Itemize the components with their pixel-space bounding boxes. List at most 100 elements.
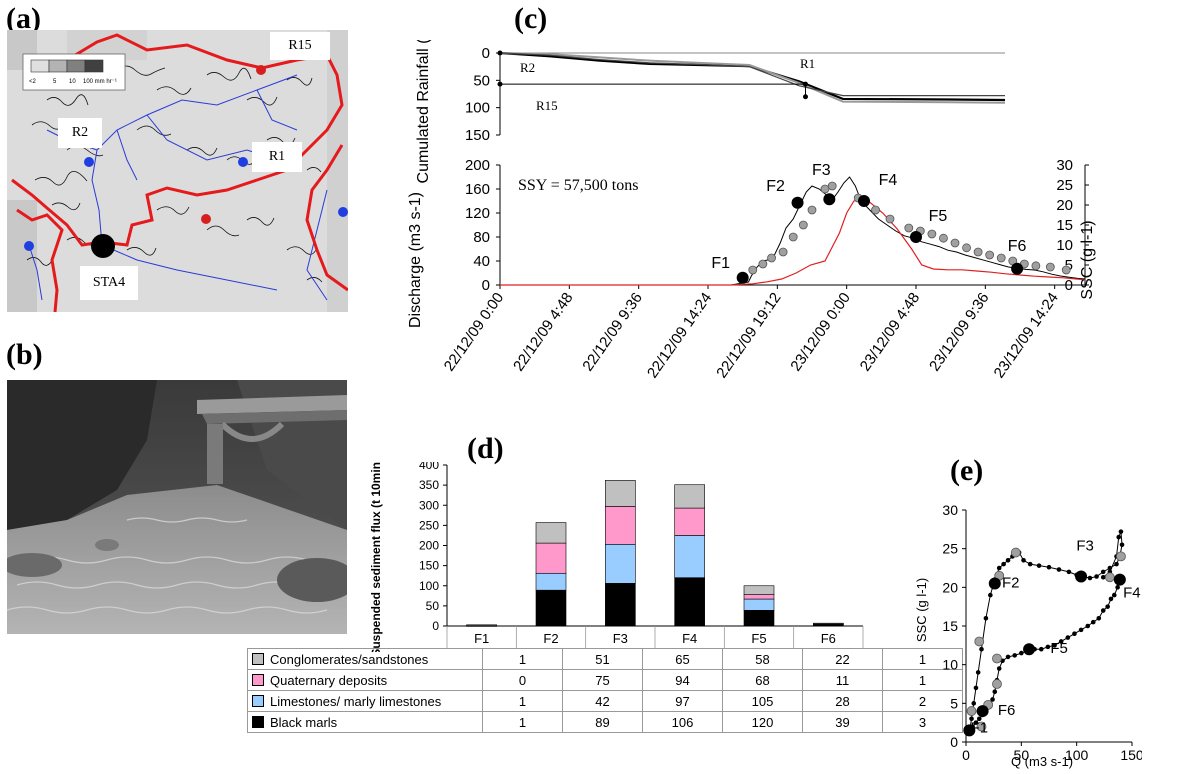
flux-table-cell: 51 xyxy=(562,648,643,670)
hysteresis-sample-point xyxy=(966,706,977,716)
hysteresis-sample-point xyxy=(976,721,987,732)
discharge-sample-point xyxy=(827,181,837,191)
flux-table-cell: 68 xyxy=(722,669,803,691)
rainfall-marker xyxy=(802,81,808,87)
hysteresis-y-axis-label: SSC (g l-1) xyxy=(914,578,929,642)
flux-legend-swatch xyxy=(252,694,264,707)
rainfall-series-r1 xyxy=(499,52,1006,104)
map-label-r1: R1 xyxy=(252,142,302,172)
flux-bar-segment xyxy=(605,506,636,545)
flux-table-cell: 1 xyxy=(482,648,563,670)
flux-legend-text: Black marls xyxy=(270,714,338,730)
flux-y-axis-label: Suspended sediment flux (t 10min-1) xyxy=(369,462,383,652)
hysteresis-key-label: F6 xyxy=(998,702,1016,719)
hysteresis-key-label: F2 xyxy=(1002,574,1020,591)
hysteresis-point xyxy=(1027,561,1033,567)
hysteresis-key-label: F3 xyxy=(1076,538,1094,555)
hysteresis-key-point xyxy=(976,705,989,718)
flux-table-cell: 75 xyxy=(562,669,643,691)
discharge-sample-point xyxy=(778,247,788,257)
flux-legend-text: Limestones/ marly limestones xyxy=(270,693,442,709)
rainfall-y-tick-label: 0 xyxy=(482,45,490,62)
discharge-key-label: F1 xyxy=(711,255,730,272)
flux-legend-text: Conglomerates/sandstones xyxy=(270,651,429,667)
rainfall-series-label: R2 xyxy=(520,60,535,75)
hysteresis-point xyxy=(1058,639,1064,644)
flux-table-cell: 39 xyxy=(802,711,883,733)
hysteresis-point xyxy=(1108,596,1114,602)
hysteresis-point xyxy=(971,701,977,706)
discharge-key-label: F6 xyxy=(1008,238,1027,255)
hysteresis-point xyxy=(973,720,979,725)
flux-table-row: Limestones/ marly limestones 1 42 97 105 28 2 xyxy=(247,690,963,712)
hysteresis-sample-point xyxy=(1116,551,1126,562)
flux-table-row: Black marls 1 89 106 120 39 3 xyxy=(247,711,963,733)
flux-table-series-label: Limestones/ marly limestones xyxy=(247,690,483,712)
hysteresis-point xyxy=(1087,575,1093,581)
flux-table-cell: 105 xyxy=(722,690,803,712)
hysteresis-point xyxy=(1116,534,1122,540)
ssy-annotation: SSY = 57,500 tons xyxy=(518,177,638,194)
ssc-y-tick-label: 30 xyxy=(1056,157,1073,174)
hysteresis-key-point xyxy=(1075,570,1088,583)
hysteresis-point xyxy=(1100,608,1106,613)
discharge-y-tick-label: 160 xyxy=(465,181,490,198)
discharge-y-tick-label: 200 xyxy=(465,157,490,174)
flux-table-cell: 11 xyxy=(802,669,883,691)
discharge-y-tick-label: 0 xyxy=(482,277,490,294)
map-legend-tick: 100 mm hr⁻¹ xyxy=(83,79,117,85)
hysteresis-point xyxy=(969,716,974,722)
discharge-x-tick-label: 22/12/09 19:12 xyxy=(713,290,784,382)
hysteresis-sample-point xyxy=(992,653,1002,664)
discharge-key-point xyxy=(1011,262,1024,275)
flux-legend-swatch xyxy=(252,673,264,686)
discharge-x-tick-label: 22/12/09 0:00 xyxy=(441,290,508,375)
flux-category-label: F6 xyxy=(821,631,836,646)
flux-table-series-label: Quaternary deposits xyxy=(247,669,483,691)
hysteresis-point xyxy=(1066,569,1072,575)
flux-table-row: Quaternary deposits 0 75 94 68 11 1 xyxy=(247,669,963,691)
discharge-sample-point xyxy=(807,205,817,215)
station-sta4-marker xyxy=(91,234,115,258)
hysteresis-point xyxy=(979,646,984,652)
flux-bar-segment xyxy=(743,594,775,600)
discharge-x-tick-label: 23/12/09 4:48 xyxy=(857,290,924,375)
flux-bar-segment xyxy=(466,624,497,626)
discharge-y-axis-label: Discharge (m3 s-1) xyxy=(407,192,424,328)
flux-bar-segment xyxy=(674,535,705,579)
flux-bar-segment xyxy=(535,522,567,544)
map-label-sta4: STA4 xyxy=(80,266,138,300)
flux-data-table: Conglomerates/sandstones 1 51 65 58 22 1 Quater… xyxy=(247,648,963,733)
hysteresis-x-tick-label: 100 xyxy=(1065,747,1089,763)
flux-category-label: F4 xyxy=(682,631,697,646)
discharge-sample-point xyxy=(904,223,914,233)
flux-table-series-label: Black marls xyxy=(247,711,483,733)
hysteresis-point xyxy=(1046,564,1052,570)
flux-table-row: Conglomerates/sandstones 1 51 65 58 22 1 xyxy=(247,648,963,670)
hysteresis-point xyxy=(992,689,998,695)
discharge-sample-point xyxy=(996,253,1006,263)
rain-gauge-west xyxy=(24,241,34,251)
panel-label-b: (b) xyxy=(6,338,43,371)
hysteresis-point xyxy=(988,592,993,598)
flux-bar-segment xyxy=(743,598,775,611)
flux-table-cell: 22 xyxy=(802,648,883,670)
hysteresis-x-axis-label: Q (m3 s-1) xyxy=(1011,754,1073,769)
river-photo xyxy=(7,380,347,634)
discharge-sample-point xyxy=(927,229,937,239)
hysteresis-point xyxy=(976,716,982,722)
hysteresis-x-tick-label: 150 xyxy=(1120,747,1142,763)
rainfall-marker xyxy=(802,94,808,100)
discharge-key-point xyxy=(791,196,804,209)
hysteresis-point xyxy=(1115,585,1120,590)
hysteresis-point xyxy=(990,697,995,702)
rain-gauge-red xyxy=(201,214,211,224)
discharge-x-tick-label: 22/12/09 4:48 xyxy=(510,290,577,375)
hysteresis-point xyxy=(1038,646,1044,652)
hysteresis-sample-point xyxy=(1104,572,1115,583)
rainfall-marker xyxy=(497,81,503,87)
hysteresis-y-tick-label: 0 xyxy=(950,734,958,750)
panel-label-d: (d) xyxy=(467,432,504,465)
hysteresis-point xyxy=(1114,561,1119,567)
discharge-sample-point xyxy=(871,205,880,215)
